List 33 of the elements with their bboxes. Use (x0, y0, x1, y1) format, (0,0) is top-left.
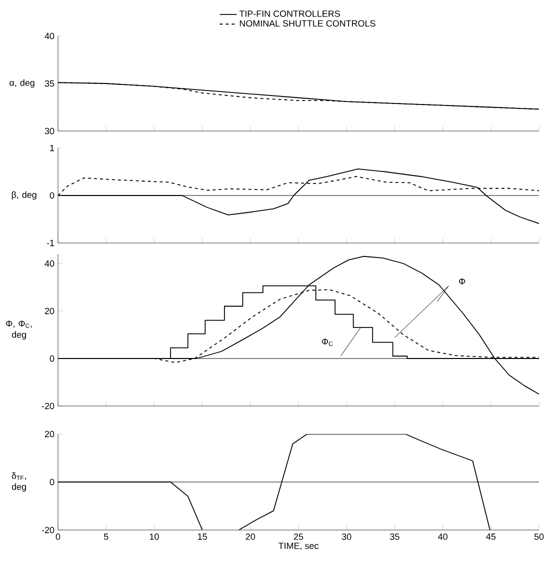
y-tick-label: 40 (44, 260, 54, 267)
x-tick-label: 20 (246, 534, 256, 540)
annotation: Φ$_{C}$ (322, 338, 333, 346)
x-tick-label: 25 (294, 534, 304, 540)
x-tick-label: 15 (198, 534, 207, 540)
y-tick-label: -20 (42, 402, 54, 410)
x-tick-label: 40 (438, 534, 448, 540)
y-tick-label: 1 (50, 144, 54, 152)
y-tick-label: 20 (44, 430, 54, 438)
y-tick-label: 35 (44, 80, 54, 87)
annotation: Φ (458, 278, 466, 284)
x-tick-label: 45 (486, 534, 496, 540)
x-tick-label: 5 (104, 534, 108, 540)
x-tick-label: 35 (390, 534, 400, 540)
y-tick-label: -1 (46, 240, 54, 246)
y-tick-label: 40 (44, 32, 54, 40)
y-tick-label: -20 (42, 526, 54, 534)
x-tick-label: 0 (56, 534, 60, 540)
x-axis-title: TIME, sec (278, 542, 318, 550)
y-tick-label: 20 (44, 308, 54, 314)
y-tick-label: 0 (50, 478, 54, 486)
y-axis-title: δ$_{TF}$, deg (12, 472, 26, 492)
legend-label: TIP-FIN CONTROLLERS (239, 10, 340, 17)
x-tick-label: 10 (150, 534, 159, 540)
y-tick-label: 0 (50, 355, 54, 362)
y-tick-label: 0 (50, 192, 54, 199)
y-axis-title: β, deg (12, 191, 36, 200)
y-axis-title: Φ, Φ$_{C}$, deg (6, 320, 32, 340)
y-tick-label: 30 (44, 128, 54, 134)
legend-label: NOMINAL SHUTTLE CONTROLS (240, 20, 376, 27)
x-tick-label: 30 (342, 534, 352, 540)
y-axis-title: α, deg (10, 79, 34, 88)
x-tick-label: 50 (534, 534, 544, 540)
